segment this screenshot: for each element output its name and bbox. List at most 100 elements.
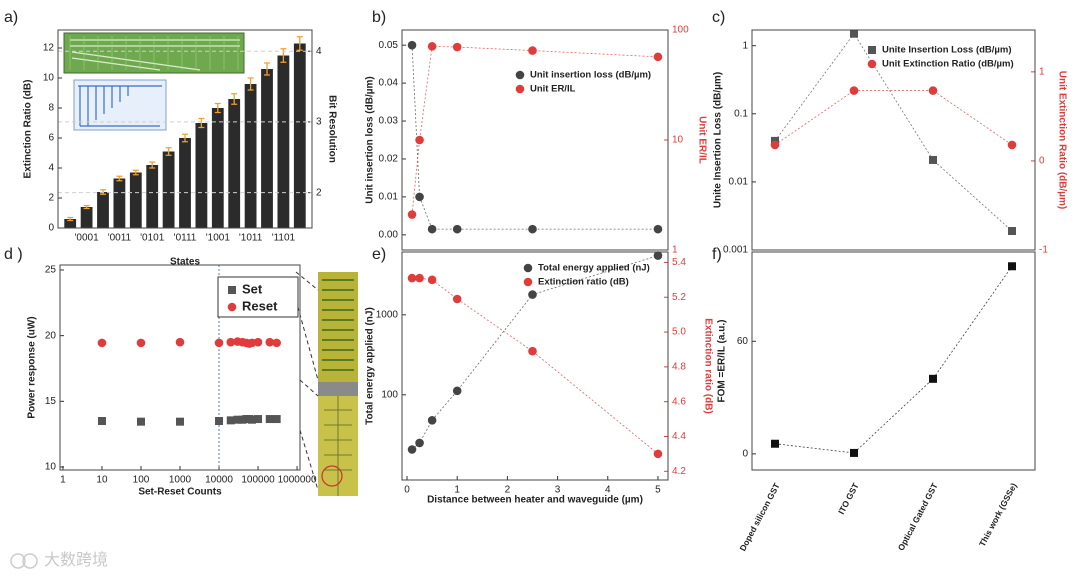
error-bar xyxy=(67,216,74,222)
micrograph-pattern xyxy=(322,279,354,371)
y-tick-label: 2 xyxy=(48,193,54,204)
y-tick-label: 1 xyxy=(742,40,748,51)
plot-frame xyxy=(59,264,301,471)
error-bar xyxy=(231,93,238,105)
y2-axis-label: Bit Resolution xyxy=(326,95,337,163)
y-tick-label: 60 xyxy=(737,336,749,347)
panel-label: e) xyxy=(372,246,386,263)
y2-tick-label: 1 xyxy=(672,245,678,256)
plot-frame xyxy=(401,251,669,481)
error-bar xyxy=(149,161,156,169)
y2-tick-label: 4.2 xyxy=(672,466,686,477)
series-line xyxy=(774,266,1013,454)
y-axis-label: Unit insertion loss (dB/µm) xyxy=(365,76,376,203)
inset-green xyxy=(63,32,245,74)
y2-axis-label: Unit Extinction Ratio (dB/µm) xyxy=(1056,71,1067,210)
x-tick-label: 0 xyxy=(404,485,410,496)
bar xyxy=(261,69,273,228)
bar xyxy=(277,55,290,228)
bar xyxy=(244,84,257,228)
error-bar xyxy=(132,169,139,176)
x-tick-label: 1000 xyxy=(169,475,192,486)
marker xyxy=(1008,227,1016,236)
marker xyxy=(415,135,424,145)
y2-tick-label: 100 xyxy=(672,25,689,36)
marker xyxy=(452,386,462,396)
marker xyxy=(770,140,780,150)
plot-frame xyxy=(57,29,313,229)
marker xyxy=(427,415,437,425)
panel-label: d ) xyxy=(4,246,23,263)
error-bar xyxy=(247,77,254,91)
y-tick-label: 0 xyxy=(48,223,54,234)
x-axis-label: States xyxy=(170,257,200,268)
marker xyxy=(97,417,106,426)
x-tick-label: 3 xyxy=(555,485,561,496)
y2-tick-label: 4 xyxy=(316,46,322,57)
x-tick-label: 100000 xyxy=(241,475,275,486)
watermark: 大数跨境 xyxy=(44,550,108,569)
marker xyxy=(1008,262,1016,271)
x-axis-label: Distance between heater and waveguide (µ… xyxy=(427,495,643,506)
marker xyxy=(452,294,462,304)
marker xyxy=(427,42,437,51)
zoom-line xyxy=(295,271,319,491)
panel-label: b) xyxy=(372,9,386,26)
marker xyxy=(176,417,185,426)
x-tick-label: '0001 xyxy=(75,233,100,244)
error-bar xyxy=(100,189,106,195)
y-tick-label: 0.03 xyxy=(379,116,399,127)
y2-tick-label: 2 xyxy=(316,187,322,198)
legend-label: Unit Extinction Ratio (dB/µm) xyxy=(882,59,1014,70)
plot-frame xyxy=(401,29,669,251)
bar xyxy=(293,43,306,228)
y-tick-label: 15 xyxy=(45,396,57,407)
x-tick-label: '0101 xyxy=(140,233,165,244)
legend-label: Total energy applied (nJ) xyxy=(538,263,650,274)
marker xyxy=(415,438,424,448)
plot-frame xyxy=(751,251,1036,471)
marker xyxy=(226,416,235,425)
bar xyxy=(228,99,241,228)
y2-tick-label: 10 xyxy=(672,135,684,146)
marker xyxy=(653,449,663,459)
y2-tick-label: -1 xyxy=(1039,245,1048,256)
bar xyxy=(97,192,109,228)
marker xyxy=(653,251,663,260)
error-bar xyxy=(165,147,172,156)
y-tick-label: 0 xyxy=(742,449,748,460)
error-bar xyxy=(116,175,123,182)
y2-tick-label: 4.4 xyxy=(672,431,686,442)
y2-tick-label: 0 xyxy=(1039,156,1045,167)
marker xyxy=(265,415,274,424)
y2-axis-label: Extinction ratio (dB) xyxy=(702,318,713,414)
inset-blue xyxy=(73,79,167,131)
error-bar xyxy=(214,102,221,114)
marker xyxy=(867,59,877,69)
y-tick-label: 10 xyxy=(43,73,55,84)
marker xyxy=(929,155,937,164)
error-bar xyxy=(182,133,188,143)
y-tick-label: 0.04 xyxy=(379,78,399,89)
marker xyxy=(528,46,537,55)
x-tick-label: 5 xyxy=(655,485,661,496)
error-bar xyxy=(264,62,270,76)
marker xyxy=(136,338,146,348)
marker xyxy=(1007,140,1017,150)
x-tick-label: 1 xyxy=(60,475,66,486)
micrograph-top xyxy=(318,272,358,382)
inset-pattern xyxy=(69,36,239,70)
marker xyxy=(528,224,537,234)
bar xyxy=(129,172,142,228)
y-axis-label: Power response (uW) xyxy=(27,316,38,418)
y-axis-label: FOM =ER/IL (a.u.) xyxy=(717,320,728,403)
x-tick-label: 2 xyxy=(505,485,511,496)
y-tick-label: 6 xyxy=(48,133,54,144)
series-line xyxy=(411,45,658,215)
marker xyxy=(849,86,859,95)
marker xyxy=(427,224,437,234)
y-tick-label: 20 xyxy=(45,330,57,341)
marker xyxy=(407,40,417,50)
panel-label: a) xyxy=(4,9,18,26)
